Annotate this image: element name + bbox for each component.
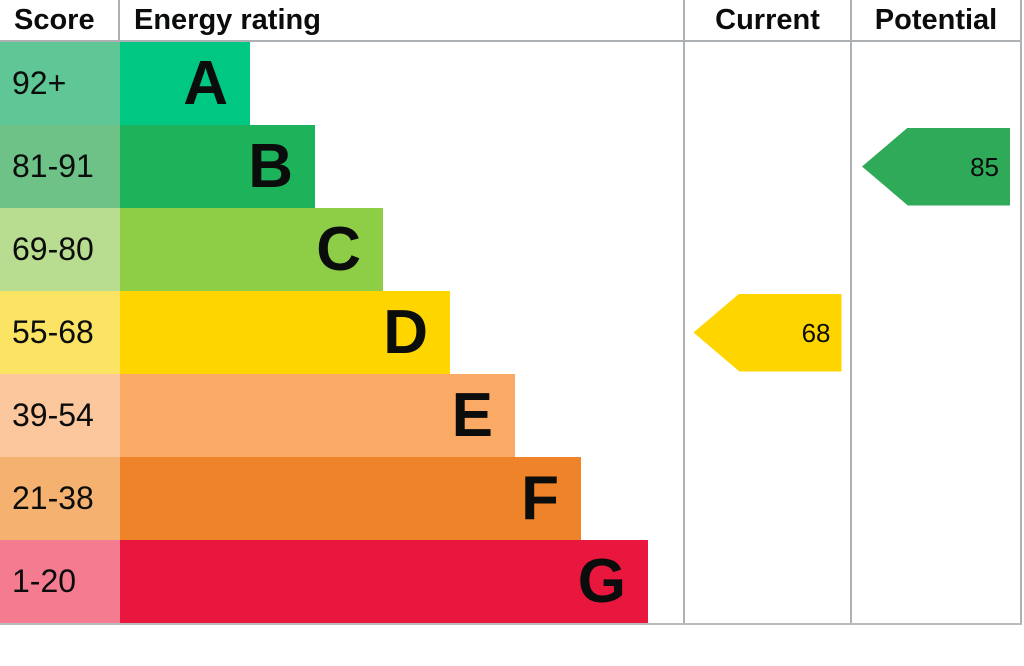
current-cell-c: [683, 208, 850, 291]
current-cell-g: [683, 540, 850, 623]
band-row-f: 21-38 F: [0, 457, 1022, 540]
rating-cell-f: F: [120, 457, 683, 540]
band-row-c: 69-80 C: [0, 208, 1022, 291]
potential-cell-e: [850, 374, 1022, 457]
current-cell-e: [683, 374, 850, 457]
current-rating-arrow: 68: [693, 293, 842, 372]
rating-cell-c: C: [120, 208, 683, 291]
header-energy-rating: Energy rating: [134, 3, 321, 36]
potential-cell-c: [850, 208, 1022, 291]
band-row-e: 39-54 E: [0, 374, 1022, 457]
current-value: 68: [801, 317, 831, 348]
potential-cell-b: 85: [850, 125, 1022, 208]
header-current: Current: [683, 0, 850, 40]
rating-cell-e: E: [120, 374, 683, 457]
score-range-b: 81-91: [0, 125, 120, 208]
current-cell-d: 68: [683, 291, 850, 374]
band-bar-a: A: [120, 42, 250, 125]
potential-cell-d: [850, 291, 1022, 374]
band-bar-d: D: [120, 291, 450, 374]
score-range-e: 39-54: [0, 374, 120, 457]
score-range-c: 69-80: [0, 208, 120, 291]
rating-cell-g: G: [120, 540, 683, 623]
band-bar-c: C: [120, 208, 383, 291]
band-bar-e: E: [120, 374, 515, 457]
rating-cell-a: A: [120, 42, 683, 125]
current-cell-b: [683, 125, 850, 208]
potential-value: 85: [970, 151, 999, 182]
band-bar-b: B: [120, 125, 315, 208]
band-row-g: 1-20 G: [0, 540, 1022, 623]
band-row-b: 81-91 B 85: [0, 125, 1022, 208]
header-row: Score Energy rating Current Potential: [0, 0, 1022, 42]
band-bar-f: F: [120, 457, 581, 540]
header-score: Score: [0, 0, 120, 40]
score-range-f: 21-38: [0, 457, 120, 540]
current-cell-f: [683, 457, 850, 540]
rating-cell-d: D: [120, 291, 683, 374]
band-row-a: 92+ A: [0, 42, 1022, 125]
potential-cell-g: [850, 540, 1022, 623]
current-cell-a: [683, 42, 850, 125]
rating-cell-b: B: [120, 125, 683, 208]
band-row-d: 55-68 D 68: [0, 291, 1022, 374]
score-range-a: 92+: [0, 42, 120, 125]
header-potential: Potential: [850, 0, 1022, 40]
potential-rating-arrow: 85: [862, 127, 1010, 206]
potential-cell-f: [850, 457, 1022, 540]
potential-cell-a: [850, 42, 1022, 125]
score-range-g: 1-20: [0, 540, 120, 623]
epc-table: Score Energy rating Current Potential 92…: [0, 0, 1022, 625]
band-bar-g: G: [120, 540, 648, 623]
score-range-d: 55-68: [0, 291, 120, 374]
